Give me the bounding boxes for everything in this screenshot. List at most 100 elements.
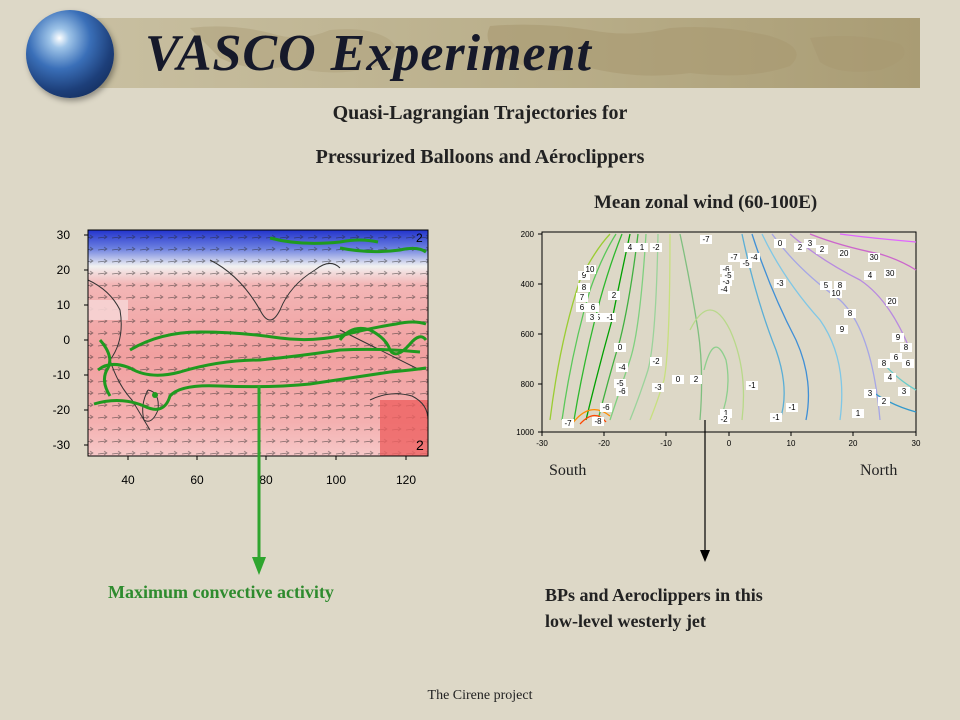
contour-label-bg	[587, 303, 599, 312]
contour-label-bg	[804, 239, 816, 248]
contour-label: -8	[594, 417, 602, 426]
contour-label: 10	[832, 289, 841, 298]
map-y-tick: -20	[53, 403, 71, 417]
contour-label: -6	[618, 387, 626, 396]
contour-label: -3	[654, 383, 662, 392]
contour-label: 4	[868, 271, 873, 280]
contour-label-bg	[624, 243, 636, 252]
contour-label-bg	[864, 389, 876, 398]
jet-arrow	[700, 420, 710, 562]
chart-x-tick: 20	[849, 439, 858, 448]
contour-label-bg	[586, 313, 598, 322]
globe-logo	[26, 10, 114, 98]
contour-label: -3	[776, 279, 784, 288]
chart-x-tick: 0	[727, 439, 732, 448]
contour-label-bg	[614, 379, 626, 388]
contour-label: 8	[838, 281, 843, 290]
contour-label: 1	[724, 409, 729, 418]
map-x-tick: 40	[121, 473, 135, 487]
map-y-axis: 30 20 10 0 -10 -20 -30	[53, 228, 71, 452]
contour-label-bg	[794, 243, 806, 252]
map-y-tick: 0	[63, 333, 70, 347]
contour-label-bg	[718, 415, 730, 424]
contour-label: 8	[904, 343, 909, 352]
contour-label: 6	[906, 359, 911, 368]
contour-label: 6	[580, 303, 585, 312]
map-x-tick: 120	[396, 473, 416, 487]
chart-y-tick: 1000	[516, 428, 534, 437]
chart-y-tick: 600	[521, 330, 535, 339]
contour-label: 8	[882, 359, 887, 368]
page-title: VASCO Experiment	[145, 25, 593, 82]
contour-label: -4	[750, 253, 758, 262]
contour-label: -2	[652, 243, 660, 252]
contour-label-bg	[864, 271, 876, 280]
convection-arrow	[252, 385, 266, 575]
contour-label: 9	[896, 333, 901, 342]
contour-label: 3	[808, 239, 813, 248]
chart-x-tick: 10	[787, 439, 796, 448]
contour-label: -1	[748, 381, 756, 390]
chart-y-tick: 400	[521, 280, 535, 289]
contour-label: -2	[720, 415, 728, 424]
contour-label-bg	[650, 357, 662, 366]
jet-caption: BPs and Aeroclippers in this low-level w…	[545, 582, 865, 634]
contour-label-bg	[746, 381, 758, 390]
jet-caption-line-2: low-level westerly jet	[545, 611, 706, 631]
map-x-axis: 40 60 80 100 120	[121, 473, 416, 487]
map-y-tick: -10	[53, 368, 71, 382]
chart-x-tick: -10	[660, 439, 672, 448]
contour-label-bg	[884, 373, 896, 382]
chart-x-tick: -30	[536, 439, 548, 448]
contour-label-bg	[584, 265, 596, 274]
contour-label-bg	[718, 285, 730, 294]
contour-label: 3	[902, 387, 907, 396]
footer-text: The Cirene project	[427, 688, 533, 703]
contour-label: 1	[640, 243, 645, 252]
contour-label: -1	[788, 403, 796, 412]
contour-label-bg	[614, 343, 626, 352]
chart-y-tick: 800	[521, 380, 535, 389]
contour-label: -1	[772, 413, 780, 422]
contour-label: -6	[722, 265, 730, 274]
chart-x-tick: -20	[598, 439, 610, 448]
south-label: South	[549, 462, 587, 479]
chart-x-axis: -30 -20 -10 0 10 20 30	[536, 439, 921, 448]
contour-label: 30	[870, 253, 879, 262]
contour-label-bg	[844, 309, 856, 318]
contour-label: 2	[798, 243, 803, 252]
map-y-tick: 30	[57, 228, 71, 242]
contour-label-bg	[748, 253, 760, 262]
contour-label-bg	[786, 403, 798, 412]
contour-label-bg	[892, 333, 904, 342]
subtitle-line-2: Pressurized Balloons and Aéroclippers	[315, 146, 645, 168]
contour-label-bg	[868, 253, 880, 262]
contour-label: -4	[720, 285, 728, 294]
map-corner-label: 2	[416, 437, 424, 453]
chart-y-axis: 200 400 600 800 1000	[516, 230, 534, 437]
contour-label: -7	[564, 419, 572, 428]
contour-label-bg	[578, 271, 590, 280]
contour-label: -4	[618, 363, 626, 372]
contour-label: 8	[582, 283, 587, 292]
contour-label: 20	[840, 249, 849, 258]
contour-label: -6	[602, 403, 610, 412]
contour-label-bg	[740, 259, 752, 268]
contour-label-bg	[774, 239, 786, 248]
map-y-tick: 10	[57, 298, 71, 312]
contour-label-bg	[690, 375, 702, 384]
contour-label-bg	[578, 283, 590, 292]
contour-label-bg	[636, 243, 648, 252]
contour-label: 1	[856, 409, 861, 418]
contour-label: 0	[676, 375, 681, 384]
contour-label-bg	[816, 245, 828, 254]
contour-labels: 41-2-7-6-7-5-402329810766253-10-4-5-6-6-…	[562, 235, 914, 428]
convective-activity-caption: Maximum convective activity	[108, 582, 334, 602]
contour-label: 2	[694, 375, 699, 384]
trajectory-map: 30 20 10 0 -10 -20 -30 40 60 80 100 120 …	[53, 228, 429, 487]
contour-label: 3	[590, 313, 595, 322]
contour-label: -3	[722, 277, 730, 286]
contour-label: 7	[580, 293, 585, 302]
map-x-tick: 100	[326, 473, 346, 487]
contour-label: -1	[606, 313, 614, 322]
